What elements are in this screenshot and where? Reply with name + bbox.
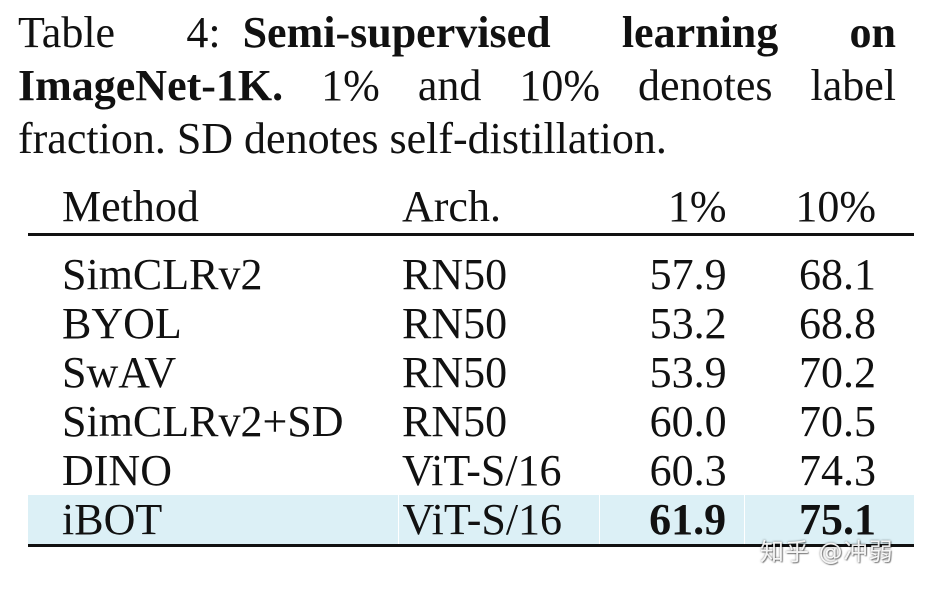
table-row: SimCLRv2 RN50 57.9 68.1: [28, 235, 914, 300]
results-table-container: Method Arch. 1% 10% SimCLRv2 RN50 57.9 6…: [28, 180, 914, 547]
table-header-row: Method Arch. 1% 10%: [28, 180, 914, 236]
cell-method: BYOL: [62, 299, 182, 348]
cell-10-percent: 68.1: [799, 250, 876, 299]
cell-10-percent: 75.1: [744, 495, 914, 547]
watermark: 知乎 @冲弱: [760, 538, 894, 566]
cell-1-percent: 53.2: [649, 299, 727, 348]
table-row-highlighted: iBOT ViT-S/16 61.9 75.1: [28, 495, 914, 547]
cell-10-percent: 70.5: [799, 397, 876, 446]
header-method: Method: [28, 180, 398, 236]
header-1-percent: 1%: [599, 180, 745, 236]
table-row: SwAV RN50 53.9 70.2: [28, 348, 914, 397]
cell-arch: ViT-S/16: [397, 495, 600, 547]
cell-1-percent: 60.3: [649, 446, 727, 495]
cell-method: SwAV: [62, 348, 177, 397]
cell-method: DINO: [62, 446, 172, 495]
cell-method: iBOT: [28, 495, 398, 547]
cell-arch: ViT-S/16: [402, 446, 562, 495]
cell-arch: RN50: [402, 348, 508, 397]
header-arch: Arch.: [398, 180, 600, 236]
caption-label: Table 4:: [18, 8, 221, 57]
cell-1-percent: 57.9: [649, 250, 727, 299]
caption-text: 1% and 10% denotes label fraction. SD de…: [18, 61, 896, 163]
table-row: BYOL RN50 53.2 68.8: [28, 299, 914, 348]
cell-arch: RN50: [402, 250, 508, 299]
results-table: Method Arch. 1% 10% SimCLRv2 RN50 57.9 6…: [28, 180, 914, 547]
cell-1-percent: 60.0: [649, 397, 727, 446]
cell-10-percent: 74.3: [799, 446, 876, 495]
table-caption: Table 4: Semi-supervised learning on Imag…: [18, 6, 896, 165]
table-row: DINO ViT-S/16 60.3 74.3: [28, 446, 914, 495]
cell-10-percent: 70.2: [799, 348, 876, 397]
cell-1-percent: 61.9: [598, 495, 745, 547]
cell-arch: RN50: [402, 299, 508, 348]
cell-arch: RN50: [402, 397, 508, 446]
header-10-percent: 10%: [744, 180, 914, 236]
table-row: SimCLRv2+SD RN50 60.0 70.5: [28, 397, 914, 446]
caption-title: Semi-supervised learning on ImageNet-1K.: [18, 8, 897, 110]
cell-10-percent: 68.8: [799, 299, 876, 348]
cell-method: SimCLRv2+SD: [62, 397, 344, 446]
cell-1-percent: 53.9: [649, 348, 727, 397]
cell-method: SimCLRv2: [62, 250, 263, 299]
